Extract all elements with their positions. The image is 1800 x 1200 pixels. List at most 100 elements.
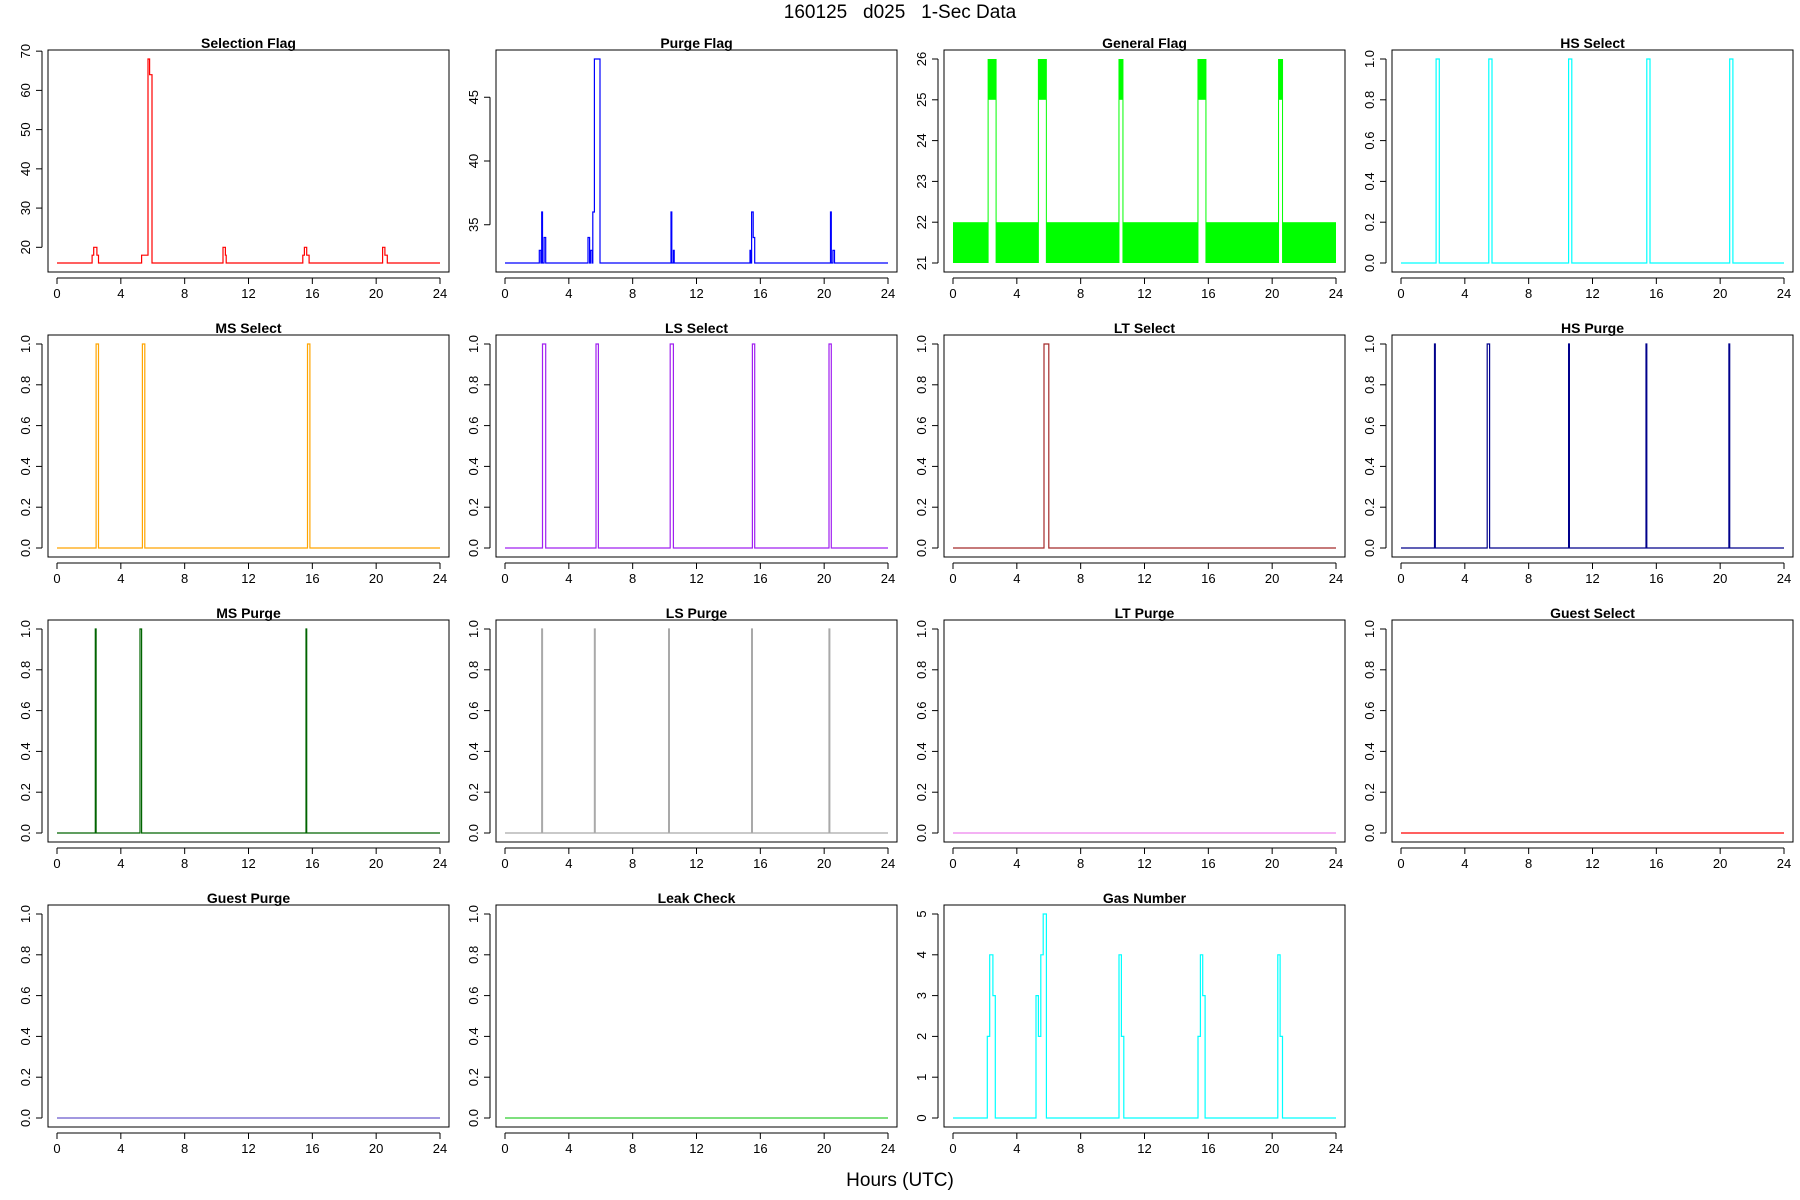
series-area	[953, 913, 1336, 1119]
y-tick-label: 0.8	[466, 376, 481, 394]
y-tick-label: 0.6	[466, 417, 481, 435]
band-mark	[1046, 222, 1119, 263]
y-tick-label: 0.8	[914, 661, 929, 679]
y-tick-label: 0.8	[1362, 376, 1377, 394]
x-tick-label: 20	[817, 1141, 831, 1156]
x-tick-label: 0	[501, 571, 508, 586]
x-tick-label: 16	[1201, 286, 1215, 301]
panel-ms-purge: MS Purge 0 4 8 12 16 20 24 0.0 0.2 0.4 0.6 0.8 1.0	[18, 605, 450, 871]
panel-ms-select: MS Select 0 4 8 12 16 20 24 0.0 0.2 0.4 0.6 0.8 1.0	[18, 320, 450, 586]
x-tick-label: 12	[1137, 1141, 1151, 1156]
series-area	[505, 58, 888, 264]
x-tick-label: 0	[501, 1141, 508, 1156]
series-area	[57, 58, 440, 264]
y-tick-label: 26	[914, 52, 929, 66]
x-tick-label: 16	[1201, 1141, 1215, 1156]
x-tick-label: 12	[689, 571, 703, 586]
x-tick-label: 20	[1265, 1141, 1279, 1156]
x-tick-label: 4	[1461, 286, 1468, 301]
x-tick-label: 20	[1713, 571, 1727, 586]
x-tick-label: 0	[949, 1141, 956, 1156]
x-tick-label: 20	[1265, 286, 1279, 301]
series-line	[953, 343, 1336, 549]
y-tick-label: 0.6	[914, 702, 929, 720]
panel-title: LT Purge	[1115, 605, 1175, 621]
band-mark	[953, 222, 989, 263]
x-tick-label: 16	[305, 1141, 319, 1156]
x-tick-label: 12	[241, 856, 255, 871]
x-tick-label: 24	[1777, 571, 1791, 586]
x-tick-label: 12	[241, 1141, 255, 1156]
x-tick-label: 12	[1585, 286, 1599, 301]
y-tick-label: 21	[914, 256, 929, 270]
y-tick-label: 0.0	[466, 824, 481, 842]
y-tick-label: 0.6	[18, 987, 33, 1005]
y-tick-label: 4	[914, 951, 929, 958]
y-tick-label: 0.6	[18, 417, 33, 435]
y-tick-label: 0.4	[18, 1027, 33, 1045]
plot-frame	[47, 619, 450, 843]
panel-hs-purge: HS Purge 0 4 8 12 16 20 24 0.0 0.2 0.4 0.6 0.8 1.0	[1362, 320, 1794, 586]
x-tick-label: 8	[1525, 286, 1532, 301]
x-tick-label: 8	[181, 286, 188, 301]
x-tick-label: 0	[949, 571, 956, 586]
band-mark	[996, 222, 1039, 263]
y-tick-label: 0.2	[18, 783, 33, 801]
panel-title: LT Select	[1114, 320, 1176, 336]
spike-mark	[1118, 59, 1123, 100]
x-tick-label: 0	[501, 856, 508, 871]
y-tick-label: 0.2	[914, 783, 929, 801]
x-tick-label: 24	[1777, 286, 1791, 301]
spike-mark	[988, 59, 997, 100]
plot-frame	[495, 904, 898, 1128]
y-tick-label: 0.8	[18, 946, 33, 964]
y-tick-label: 0.2	[1362, 783, 1377, 801]
y-tick-label: 0.0	[1362, 824, 1377, 842]
x-tick-label: 4	[1013, 856, 1020, 871]
panel-title: Gas Number	[1103, 890, 1187, 906]
y-tick-label: 1.0	[466, 905, 481, 923]
plot-frame	[495, 334, 898, 558]
y-tick-label: 0.4	[1362, 742, 1377, 760]
panel-title: LS Select	[665, 320, 728, 336]
y-tick-label: 60	[18, 83, 33, 97]
x-tick-label: 4	[1013, 571, 1020, 586]
x-tick-label: 16	[1649, 571, 1663, 586]
y-tick-label: 1.0	[1362, 620, 1377, 638]
plot-frame	[943, 334, 1346, 558]
y-tick-label: 0.2	[18, 1068, 33, 1086]
x-tick-label: 8	[1077, 1141, 1084, 1156]
x-tick-label: 8	[1077, 856, 1084, 871]
y-tick-label: 3	[914, 992, 929, 999]
y-tick-label: 5	[914, 910, 929, 917]
plot-frame	[47, 49, 450, 273]
x-tick-label: 12	[241, 286, 255, 301]
x-tick-label: 12	[1137, 856, 1151, 871]
y-tick-label: 0.0	[1362, 254, 1377, 272]
x-tick-label: 20	[1265, 856, 1279, 871]
y-tick-label: 0.4	[466, 457, 481, 475]
series-line	[953, 913, 1336, 1119]
y-tick-label: 1.0	[18, 335, 33, 353]
x-axis-label: Hours (UTC)	[846, 1170, 954, 1191]
plot-frame	[47, 904, 450, 1128]
y-tick-label: 0.8	[1362, 661, 1377, 679]
panel-general-flag: General Flag 0 4 8 12 16 20 24 21 22 23 24 25 26	[914, 35, 1346, 301]
x-tick-label: 0	[53, 856, 60, 871]
x-tick-label: 16	[753, 1141, 767, 1156]
x-tick-label: 8	[1077, 286, 1084, 301]
y-tick-label: 0.6	[18, 702, 33, 720]
spike-mark	[1038, 59, 1047, 100]
y-tick-label: 0.0	[466, 539, 481, 557]
x-tick-label: 12	[241, 571, 255, 586]
x-tick-label: 0	[501, 286, 508, 301]
x-tick-label: 4	[1461, 571, 1468, 586]
x-tick-label: 16	[1201, 856, 1215, 871]
x-tick-label: 0	[1397, 571, 1404, 586]
y-tick-label: 25	[914, 93, 929, 107]
series-area	[953, 343, 1336, 549]
x-tick-label: 20	[817, 286, 831, 301]
x-tick-label: 12	[689, 286, 703, 301]
